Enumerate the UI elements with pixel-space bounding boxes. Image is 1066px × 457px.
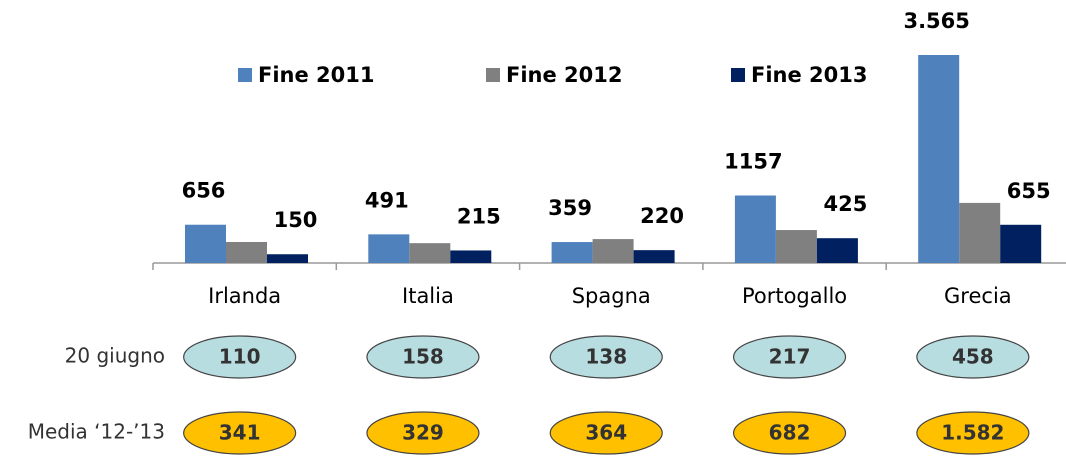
value-pill bbox=[916, 411, 1030, 455]
data-label: 215 bbox=[457, 204, 501, 228]
x-tick-label: Irlanda bbox=[208, 284, 281, 308]
bar bbox=[592, 239, 634, 263]
bar bbox=[1000, 224, 1042, 263]
value-pill bbox=[732, 335, 847, 379]
bar bbox=[551, 242, 593, 263]
bar bbox=[734, 195, 776, 263]
x-tick-label: Spagna bbox=[572, 284, 651, 308]
data-label: 656 bbox=[182, 179, 226, 203]
bar bbox=[226, 241, 267, 263]
data-label: 359 bbox=[548, 196, 592, 220]
legend-label: Fine 2012 bbox=[506, 63, 623, 87]
bar bbox=[267, 254, 308, 263]
bar bbox=[450, 250, 492, 263]
legend-swatch bbox=[731, 68, 745, 82]
bar bbox=[775, 230, 817, 263]
pill-label: 364 bbox=[585, 421, 627, 445]
pill-label: 1.582 bbox=[941, 421, 1004, 445]
row-label: 20 giugno bbox=[65, 344, 165, 368]
value-pill bbox=[183, 335, 297, 379]
bar bbox=[918, 55, 960, 263]
value-pill bbox=[366, 411, 480, 455]
row-label: Media ‘12-’13 bbox=[28, 420, 165, 444]
pill-label: 329 bbox=[402, 421, 444, 445]
legend-label: Fine 2011 bbox=[258, 63, 375, 87]
data-label: 1157 bbox=[724, 149, 782, 173]
data-label: 220 bbox=[640, 204, 684, 228]
bar bbox=[959, 202, 1001, 263]
value-pill bbox=[732, 411, 847, 455]
x-tick-label: Italia bbox=[402, 284, 454, 308]
bar bbox=[409, 243, 451, 263]
value-pill bbox=[366, 335, 480, 379]
data-label: 491 bbox=[365, 188, 409, 212]
legend-label: Fine 2013 bbox=[751, 63, 868, 87]
pill-label: 458 bbox=[952, 345, 994, 369]
data-label: 655 bbox=[1007, 179, 1051, 203]
bar bbox=[185, 224, 226, 263]
pill-label: 217 bbox=[769, 345, 811, 369]
bar bbox=[816, 238, 858, 263]
bar bbox=[368, 234, 410, 263]
x-tick-label: Portogallo bbox=[742, 284, 847, 308]
x-tick-label: Grecia bbox=[944, 284, 1012, 308]
pill-label: 341 bbox=[219, 421, 261, 445]
pill-label: 682 bbox=[769, 421, 811, 445]
value-pill bbox=[183, 411, 297, 455]
data-label: 425 bbox=[823, 192, 867, 216]
data-label: 3.565 bbox=[903, 9, 969, 33]
legend-swatch bbox=[486, 68, 500, 82]
pill-label: 110 bbox=[219, 345, 261, 369]
legend-swatch bbox=[238, 68, 252, 82]
value-pill bbox=[549, 335, 663, 379]
data-label: 150 bbox=[274, 208, 318, 232]
pill-label: 158 bbox=[402, 345, 444, 369]
pill-label: 138 bbox=[585, 345, 627, 369]
bar bbox=[633, 250, 675, 263]
value-pill bbox=[549, 411, 663, 455]
value-pill bbox=[916, 335, 1030, 379]
